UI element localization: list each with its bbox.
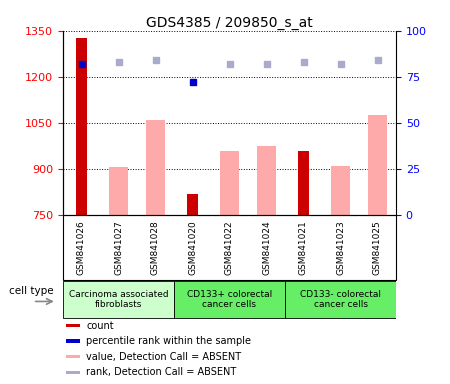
Text: GSM841028: GSM841028 <box>151 220 160 275</box>
Text: GSM841022: GSM841022 <box>225 220 234 275</box>
Bar <box>76 38 86 215</box>
Bar <box>63 281 174 318</box>
Text: rank, Detection Call = ABSENT: rank, Detection Call = ABSENT <box>86 367 237 377</box>
Text: GSM841026: GSM841026 <box>77 220 86 275</box>
Text: percentile rank within the sample: percentile rank within the sample <box>86 336 251 346</box>
Bar <box>257 146 276 215</box>
Title: GDS4385 / 209850_s_at: GDS4385 / 209850_s_at <box>146 16 313 30</box>
Bar <box>368 115 387 215</box>
Bar <box>146 120 165 215</box>
Bar <box>66 371 80 374</box>
Text: GSM841024: GSM841024 <box>262 220 271 275</box>
Text: GSM841025: GSM841025 <box>373 220 382 275</box>
Text: GSM841021: GSM841021 <box>299 220 308 275</box>
Bar <box>66 355 80 359</box>
Bar <box>220 151 239 215</box>
Text: Carcinoma associated
fibroblasts: Carcinoma associated fibroblasts <box>69 290 168 309</box>
Text: count: count <box>86 321 114 331</box>
Text: CD133- colorectal
cancer cells: CD133- colorectal cancer cells <box>300 290 381 309</box>
Text: value, Detection Call = ABSENT: value, Detection Call = ABSENT <box>86 352 242 362</box>
Bar <box>109 167 128 215</box>
Text: GSM841020: GSM841020 <box>188 220 197 275</box>
Text: GSM841027: GSM841027 <box>114 220 123 275</box>
Bar <box>331 166 350 215</box>
Bar <box>174 281 285 318</box>
Bar <box>285 281 396 318</box>
Text: CD133+ colorectal
cancer cells: CD133+ colorectal cancer cells <box>187 290 272 309</box>
Bar <box>298 151 309 215</box>
Text: cell type: cell type <box>9 286 54 296</box>
Text: GSM841023: GSM841023 <box>336 220 345 275</box>
Bar <box>187 194 198 215</box>
Bar <box>66 324 80 327</box>
Bar <box>66 339 80 343</box>
